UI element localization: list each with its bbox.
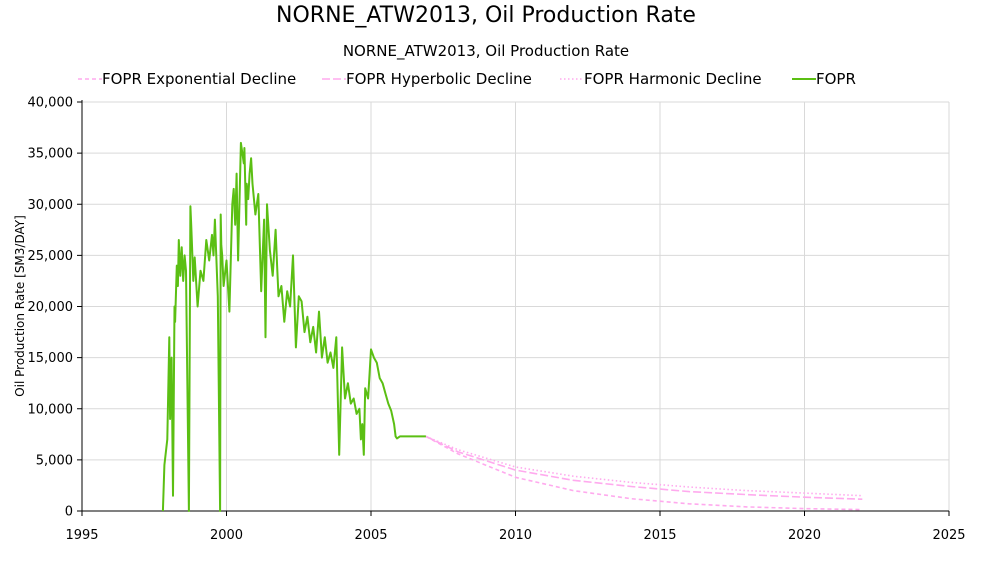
legend-label-fopr: FOPR: [816, 70, 856, 88]
series-group: [161, 141, 863, 512]
series-line-fopr: [161, 141, 426, 512]
chart-subtitle: NORNE_ATW2013, Oil Production Rate: [342, 42, 630, 60]
y-tick-label: 35,000: [28, 147, 74, 162]
legend-swatch-harmonic: [560, 78, 584, 80]
legend-label-harmonic: FOPR Harmonic Decline: [584, 70, 762, 88]
legend-item-fopr[interactable]: FOPR: [792, 68, 856, 90]
chart-title: NORNE_ATW2013, Oil Production Rate: [276, 3, 696, 28]
series-line-fopr-exponential-decline: [425, 435, 863, 511]
y-tick-label: 5,000: [36, 453, 73, 468]
legend-item-harmonic[interactable]: FOPR Harmonic Decline: [560, 68, 762, 90]
legend: FOPR Exponential Decline FOPR Hyperbolic…: [0, 68, 992, 90]
y-axis-label: Oil Production Rate [SM3/DAY]: [13, 215, 27, 397]
y-tick-label: 15,000: [28, 351, 74, 366]
legend-swatch-fopr: [792, 78, 816, 80]
legend-item-hyperbolic[interactable]: FOPR Hyperbolic Decline: [322, 68, 532, 90]
x-tick-label: 2010: [499, 528, 532, 543]
x-tick-label: 2005: [354, 528, 387, 543]
legend-swatch-exponential: [78, 78, 102, 80]
legend-label-exponential: FOPR Exponential Decline: [102, 70, 297, 88]
x-tick-label: 2025: [932, 528, 965, 543]
axes: [77, 100, 950, 516]
y-tick-label: 0: [65, 505, 73, 520]
x-tick-label: 2015: [643, 528, 676, 543]
y-tick-label: 10,000: [28, 402, 74, 417]
y-tick-label: 25,000: [28, 249, 74, 264]
tick-labels: 0 5,000 10,000 15,000 20,000 25,000 30,000 35,0…: [28, 96, 966, 544]
y-tick-label: 40,000: [28, 96, 74, 111]
legend-item-exponential[interactable]: FOPR Exponential Decline: [78, 68, 296, 90]
y-tick-label: 20,000: [28, 300, 74, 315]
y-tick-label: 30,000: [28, 198, 74, 213]
series-line-fopr-hyperbolic-decline: [425, 435, 863, 500]
x-tick-label: 2020: [788, 528, 821, 543]
x-tick-label: 2000: [210, 528, 243, 543]
legend-swatch-hyperbolic: [322, 78, 346, 80]
series-line-fopr-harmonic-decline: [425, 435, 863, 497]
legend-label-hyperbolic: FOPR Hyperbolic Decline: [346, 70, 532, 88]
x-tick-label: 1995: [65, 528, 98, 543]
grid: [81, 101, 950, 512]
